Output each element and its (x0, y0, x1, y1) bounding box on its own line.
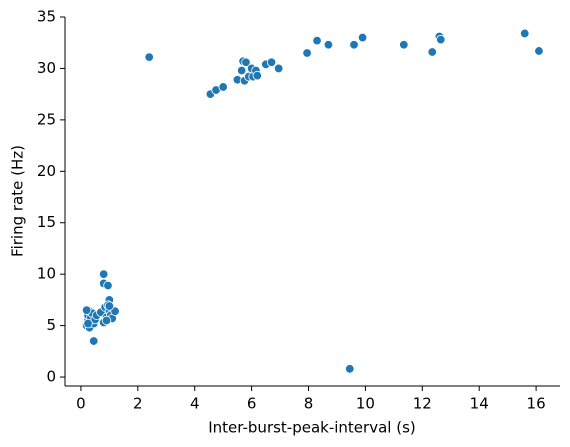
y-tick-label: 10 (37, 265, 56, 283)
x-tick-label: 4 (190, 395, 200, 413)
y-tick-label: 35 (37, 8, 56, 26)
point (266, 57, 277, 67)
point (103, 280, 113, 291)
point (349, 40, 359, 50)
x-tick-label: 12 (413, 395, 432, 413)
x-tick-label: 8 (304, 395, 314, 413)
point (101, 315, 112, 326)
x-tick-label: 10 (356, 395, 375, 413)
point (323, 40, 334, 50)
x-tick-label: 6 (247, 395, 257, 413)
y-tick-label: 20 (37, 162, 56, 180)
point (83, 318, 93, 329)
point (273, 63, 284, 74)
point (89, 336, 99, 346)
point (302, 48, 312, 58)
y-tick-label: 30 (37, 59, 56, 77)
x-tick-label: 16 (527, 395, 546, 413)
x-tick-label: 14 (470, 395, 489, 413)
point (345, 364, 355, 374)
y-tick-label: 5 (46, 316, 56, 334)
y-axis-label: Firing rate (Hz) (9, 145, 27, 257)
y-tick-label: 25 (37, 110, 56, 128)
point (144, 52, 154, 62)
point (534, 46, 544, 56)
point (520, 28, 530, 39)
x-tick-label: 2 (133, 395, 143, 413)
point (312, 35, 322, 46)
x-axis-label: Inter-burst-peak-interval (s) (208, 419, 415, 437)
point (427, 47, 437, 57)
point (236, 65, 247, 76)
point (252, 70, 263, 81)
point (218, 82, 228, 92)
y-tick-label: 0 (46, 368, 56, 386)
point (357, 32, 368, 43)
point (104, 301, 115, 311)
point (98, 269, 109, 279)
point (436, 34, 446, 45)
point (241, 57, 251, 67)
y-tick-label: 15 (37, 213, 56, 231)
x-tick-label: 0 (76, 395, 86, 413)
point (81, 305, 92, 315)
point (399, 40, 409, 50)
